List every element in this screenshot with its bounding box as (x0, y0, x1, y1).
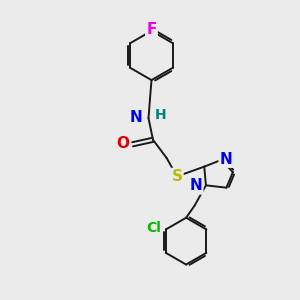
Text: O: O (116, 136, 129, 151)
Text: Cl: Cl (146, 221, 161, 235)
Text: S: S (172, 169, 182, 184)
Text: F: F (146, 22, 157, 37)
Text: H: H (155, 108, 167, 122)
Text: N: N (190, 178, 202, 194)
Text: N: N (220, 152, 232, 167)
Text: N: N (129, 110, 142, 125)
